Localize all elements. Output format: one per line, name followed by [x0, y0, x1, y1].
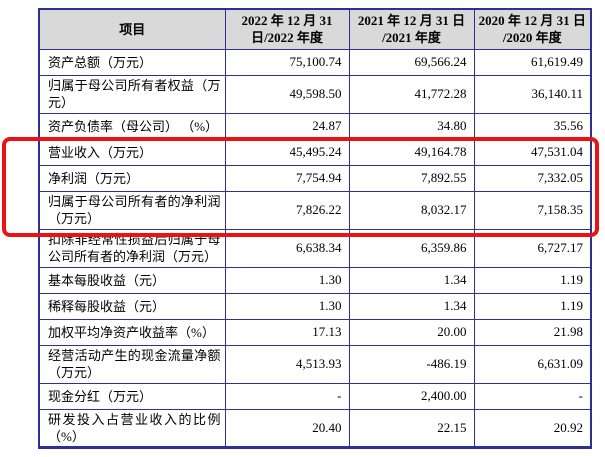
- value-cell: 47,531.04: [473, 138, 592, 166]
- value-cell: -: [224, 382, 350, 410]
- table-row-net-profit: 净利润（万元） 7,754.94 7,892.55 7,332.05: [38, 164, 592, 192]
- value-cell: 1.30: [224, 266, 350, 294]
- row-label: 归属于母公司所有者权益（万元）: [38, 74, 226, 114]
- table-row-rd-ratio: 研发投入占营业收入的比例（%） 20.40 22.15 20.92: [38, 408, 592, 448]
- column-header-2020: 2020 年 12 月 31 日 /2020 年度: [473, 8, 592, 50]
- value-cell: -: [473, 382, 592, 410]
- row-label: 资产总额（万元）: [38, 48, 226, 76]
- row-label: 扣除非经常性损益后归属于母公司所有者的净利润（万元）: [38, 228, 226, 268]
- value-cell: 7,826.22: [224, 190, 350, 230]
- value-cell: 7,158.35: [473, 190, 592, 230]
- value-cell: 21.98: [473, 318, 592, 346]
- value-cell: 7,754.94: [224, 164, 350, 192]
- value-cell: 20.40: [224, 408, 350, 448]
- table-row-parent-equity: 归属于母公司所有者权益（万元） 49,598.50 41,772.28 36,1…: [38, 74, 592, 114]
- row-label: 基本每股收益（元）: [38, 266, 226, 294]
- value-cell: 1.19: [473, 266, 592, 294]
- row-label: 净利润（万元）: [38, 164, 226, 192]
- table-row-operating-cash-flow: 经营活动产生的现金流量净额（万元） 4,513.93 -486.19 6,631…: [38, 344, 592, 384]
- table-row-deducted-net-profit: 扣除非经常性损益后归属于母公司所有者的净利润（万元） 6,638.34 6,35…: [38, 228, 592, 268]
- value-cell: 69,566.24: [348, 48, 475, 76]
- table-row-cash-dividend: 现金分红（万元） - 2,400.00 -: [38, 382, 592, 410]
- value-cell: 24.87: [224, 112, 350, 140]
- value-cell: 20.00: [348, 318, 475, 346]
- table-row-debt-ratio: 资产负债率（母公司） （%） 24.87 34.80 35.56: [38, 112, 592, 140]
- table-row-weighted-roe: 加权平均净资产收益率（%） 17.13 20.00 21.98: [38, 318, 592, 346]
- column-header-2021: 2021 年 12 月 31 日 /2021 年度: [348, 8, 475, 50]
- value-cell: 7,892.55: [348, 164, 475, 192]
- value-cell: 49,164.78: [348, 138, 475, 166]
- value-cell: 49,598.50: [224, 74, 350, 114]
- row-label: 加权平均净资产收益率（%）: [38, 318, 226, 346]
- table-row-diluted-eps: 稀释每股收益（元） 1.30 1.34 1.19: [38, 292, 592, 320]
- table-row-parent-net-profit: 归属于母公司所有者的净利润（万元） 7,826.22 8,032.17 7,15…: [38, 190, 592, 230]
- value-cell: 6,631.09: [473, 344, 592, 384]
- value-cell: 41,772.28: [348, 74, 475, 114]
- row-label: 资产负债率（母公司） （%）: [38, 112, 226, 140]
- header-line: /2020 年度: [502, 30, 562, 46]
- value-cell: 1.19: [473, 292, 592, 320]
- header-line: 2022 年 12 月 31: [241, 13, 333, 29]
- column-header-item: 项目: [38, 8, 226, 50]
- value-cell: 34.80: [348, 112, 475, 140]
- value-cell: 35.56: [473, 112, 592, 140]
- value-cell: 6,359.86: [348, 228, 475, 268]
- value-cell: 4,513.93: [224, 344, 350, 384]
- row-label: 现金分红（万元）: [38, 382, 226, 410]
- value-cell: 6,638.34: [224, 228, 350, 268]
- value-cell: 1.34: [348, 292, 475, 320]
- value-cell: 75,100.74: [224, 48, 350, 76]
- table-row-total-assets: 资产总额（万元） 75,100.74 69,566.24 61,619.49: [38, 48, 592, 76]
- value-cell: 8,032.17: [348, 190, 475, 230]
- header-line: 日/2022 年度: [251, 30, 323, 46]
- header-line: 2020 年 12 月 31 日: [478, 13, 586, 29]
- value-cell: 1.34: [348, 266, 475, 294]
- table-row-revenue: 营业收入（万元） 45,495.24 49,164.78 47,531.04: [38, 138, 592, 166]
- financial-summary-table: 项目 2022 年 12 月 31 日/2022 年度 2021 年 12 月 …: [38, 8, 592, 449]
- value-cell: 20.92: [473, 408, 592, 448]
- value-cell: 7,332.05: [473, 164, 592, 192]
- value-cell: 6,727.17: [473, 228, 592, 268]
- row-label: 稀释每股收益（元）: [38, 292, 226, 320]
- row-label: 归属于母公司所有者的净利润（万元）: [38, 190, 226, 230]
- value-cell: 61,619.49: [473, 48, 592, 76]
- header-line: /2021 年度: [382, 30, 441, 46]
- row-label: 营业收入（万元）: [38, 138, 226, 166]
- value-cell: -486.19: [348, 344, 475, 384]
- value-cell: 36,140.11: [473, 74, 592, 114]
- table-header-row: 项目 2022 年 12 月 31 日/2022 年度 2021 年 12 月 …: [38, 8, 592, 50]
- column-header-2022: 2022 年 12 月 31 日/2022 年度: [224, 8, 350, 50]
- row-label: 经营活动产生的现金流量净额（万元）: [38, 344, 226, 384]
- value-cell: 2,400.00: [348, 382, 475, 410]
- value-cell: 1.30: [224, 292, 350, 320]
- value-cell: 45,495.24: [224, 138, 350, 166]
- table-row-basic-eps: 基本每股收益（元） 1.30 1.34 1.19: [38, 266, 592, 294]
- value-cell: 17.13: [224, 318, 350, 346]
- value-cell: 22.15: [348, 408, 475, 448]
- row-label: 研发投入占营业收入的比例（%）: [38, 408, 226, 448]
- header-line: 2021 年 12 月 31 日: [357, 13, 466, 29]
